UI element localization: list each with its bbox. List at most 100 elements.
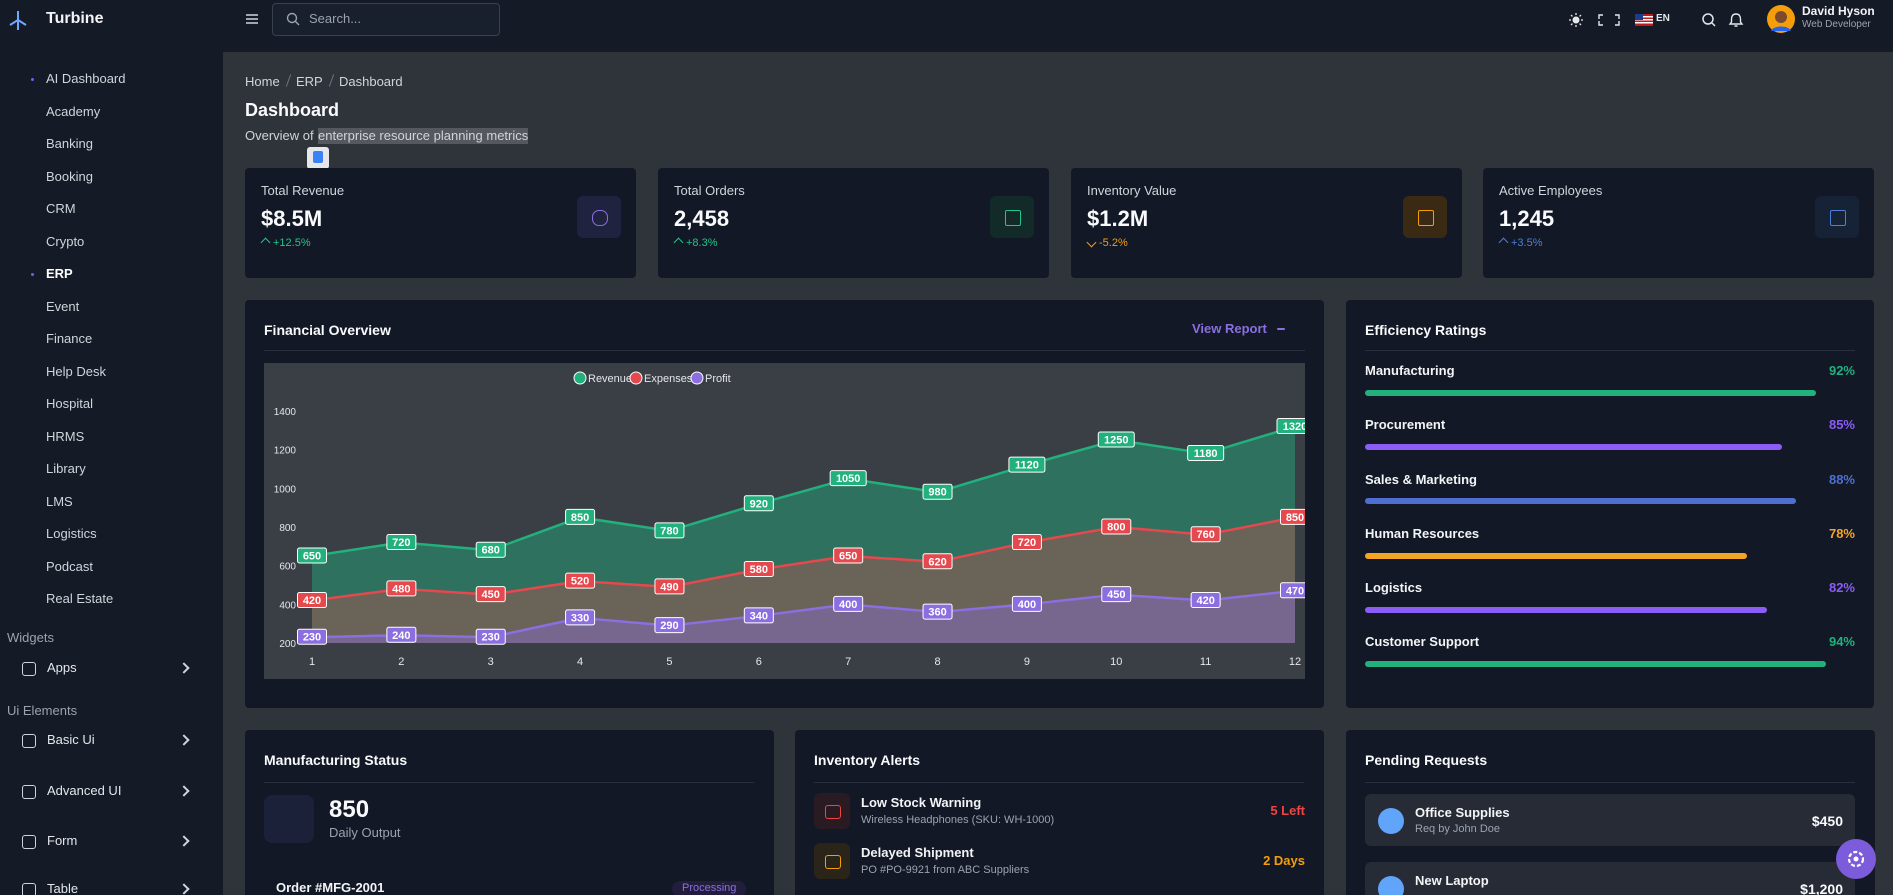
sidebar-menu-item[interactable]: Basic Ui (47, 732, 95, 748)
sidebar-item[interactable]: HRMS (46, 428, 85, 444)
data-label-box (475, 586, 506, 603)
request-row[interactable] (1365, 794, 1855, 846)
breadcrumb-item[interactable]: ERP (296, 74, 323, 90)
sidebar-item[interactable]: Podcast (46, 558, 93, 574)
search-box[interactable] (272, 3, 500, 36)
sidebar-item[interactable]: ERP (46, 266, 73, 282)
data-label-box (654, 617, 685, 634)
output-label: Daily Output (329, 825, 401, 841)
efficiency-value: 85% (1828, 417, 1855, 433)
sidebar-item[interactable]: Academy (46, 103, 101, 119)
language-select[interactable]: EN (1656, 13, 1670, 24)
sidebar-item[interactable]: Help Desk (46, 363, 106, 379)
data-label-box (922, 483, 953, 500)
x-tick-label: 4 (577, 656, 583, 668)
request-title: New Laptop (1415, 873, 1489, 889)
sidebar-item[interactable]: LMS (46, 493, 73, 509)
sidebar-item[interactable]: Logistics (46, 526, 97, 542)
sidebar-menu-item[interactable]: Form (47, 833, 78, 849)
stat-change: +3.5% (1511, 237, 1543, 250)
data-label-box (922, 553, 953, 570)
x-tick-label: 6 (756, 656, 762, 668)
sidebar-item[interactable]: Real Estate (46, 591, 114, 607)
separator (1365, 350, 1855, 351)
x-tick-label: 5 (666, 656, 672, 668)
card-title: Inventory Alerts (814, 751, 921, 768)
data-label: 800 (1107, 522, 1125, 534)
data-label-box (654, 578, 685, 595)
data-label-box (1101, 586, 1132, 603)
stat-value: 2,458 (674, 205, 730, 231)
x-tick-label: 7 (845, 656, 851, 668)
output-value: 850 (329, 795, 370, 823)
data-label: 400 (839, 599, 857, 611)
sidebar-item[interactable]: Crypto (46, 233, 85, 249)
data-label-box (743, 607, 774, 624)
view-report-link[interactable]: View Report (1192, 321, 1267, 337)
efficiency-value: 82% (1828, 580, 1855, 595)
efficiency-value: 92% (1828, 363, 1855, 379)
data-label-box (297, 628, 327, 645)
data-label-box (386, 533, 417, 550)
request-row[interactable] (1365, 862, 1855, 895)
sidebar-menu-item[interactable]: Table (47, 881, 79, 895)
sidebar-item[interactable]: Hospital (46, 396, 93, 412)
menu-icon (22, 785, 36, 799)
breadcrumb-item[interactable]: Home (245, 74, 280, 90)
stat-icon (990, 196, 1034, 238)
data-label-box (475, 541, 506, 558)
sidebar-menu-item[interactable]: Apps (47, 660, 77, 676)
data-label: 360 (928, 607, 946, 619)
stat-label: Total Orders (674, 183, 745, 199)
efficiency-name: Procurement (1365, 417, 1446, 433)
data-label-box (297, 591, 327, 608)
sidebar-item[interactable]: AI Dashboard (46, 71, 126, 87)
menu-toggle[interactable] (244, 11, 260, 27)
alert-title: Low Stock Warning (861, 795, 982, 811)
settings-button[interactable] (1835, 838, 1877, 880)
efficiency-bar (1365, 661, 1826, 667)
breadcrumb-separator (328, 74, 335, 87)
efficiency-value: 88% (1828, 471, 1855, 487)
order-status: Processing (672, 881, 747, 895)
brand-name: Turbine (46, 10, 104, 28)
y-tick-label: 400 (279, 600, 296, 611)
sidebar-item[interactable]: CRM (46, 201, 76, 217)
request-title: Office Supplies (1415, 805, 1510, 821)
separator (264, 350, 1305, 351)
request-amount: $450 (1811, 812, 1843, 829)
data-label: 470 (1286, 585, 1304, 597)
data-label-box (297, 547, 327, 564)
card-title: Financial Overview (264, 321, 391, 338)
efficiency-bar (1365, 606, 1767, 613)
header-icons[interactable] (1566, 10, 1746, 30)
sidebar-item[interactable]: Banking (46, 136, 93, 152)
sidebar-item[interactable]: Library (46, 461, 86, 477)
sidebar-item[interactable]: Finance (46, 331, 93, 347)
arrow-icon (1277, 328, 1285, 330)
user-avatar[interactable] (1766, 4, 1796, 34)
sidebar-menu-item[interactable]: Advanced UI (47, 783, 122, 799)
data-label-box (1190, 526, 1221, 543)
efficiency-bar (1365, 390, 1816, 396)
search-placeholder[interactable]: Search... (309, 11, 362, 27)
y-tick-label: 1400 (274, 407, 297, 418)
data-label-box (1187, 445, 1225, 462)
data-label: 850 (1286, 512, 1304, 524)
efficiency-name: Customer Support (1365, 634, 1480, 650)
data-label-box (1011, 533, 1042, 550)
breadcrumb-item: Dashboard (339, 74, 403, 90)
sidebar-section-title: Widgets (7, 630, 54, 646)
sidebar-item[interactable]: Booking (46, 168, 93, 184)
stat-icon-glyph (1005, 210, 1021, 226)
legend-label: Profit (705, 373, 731, 385)
data-label: 720 (1018, 537, 1036, 549)
data-label: 450 (1107, 589, 1125, 601)
data-label-box (565, 609, 596, 626)
alert-icon-glyph (825, 805, 841, 819)
sidebar-item[interactable]: Event (46, 298, 80, 314)
stat-label: Total Revenue (261, 183, 345, 199)
data-label: 340 (750, 610, 768, 622)
card-title: Efficiency Ratings (1365, 321, 1487, 338)
